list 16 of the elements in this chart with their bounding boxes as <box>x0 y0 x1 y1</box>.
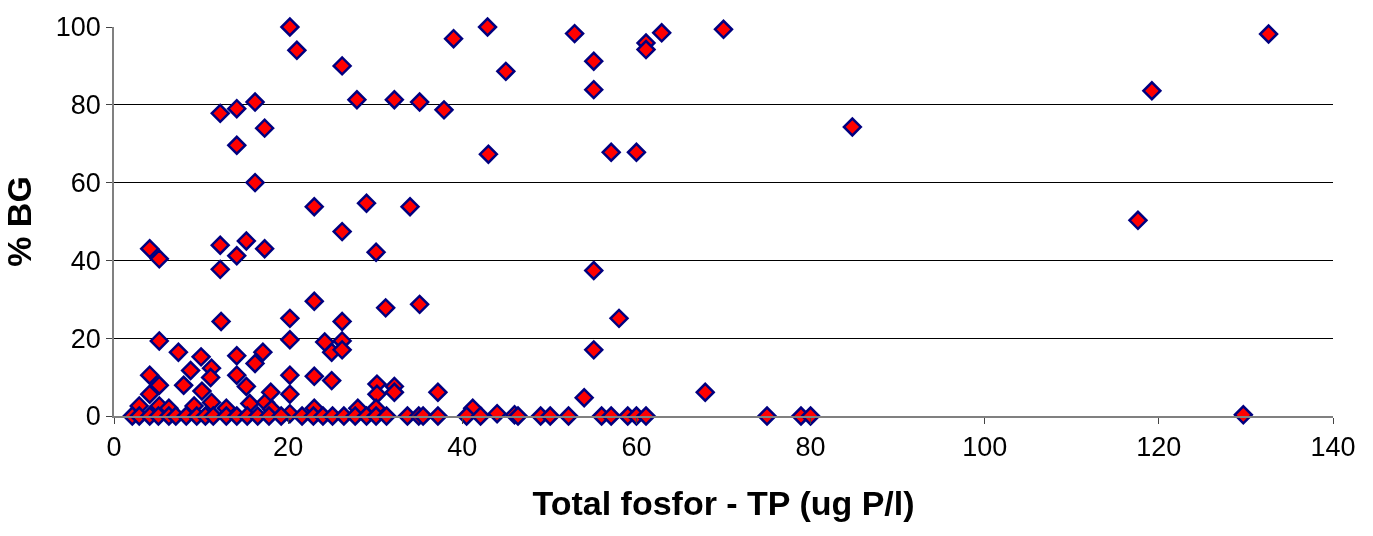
y-tick-label: 80 <box>70 90 101 121</box>
x-tick-label: 20 <box>273 432 304 463</box>
x-tick-label: 100 <box>962 432 1008 463</box>
x-axis-title: Total fosfor - TP (ug P/l) <box>532 483 915 522</box>
x-tick-label: 0 <box>106 432 122 463</box>
x-tick-label: 120 <box>1136 432 1182 463</box>
y-tick-label: 100 <box>55 12 101 43</box>
y-axis-title: % BG <box>0 176 38 267</box>
y-tick-label: 40 <box>70 245 101 276</box>
x-tick-label: 140 <box>1310 432 1356 463</box>
x-tick-label: 60 <box>621 432 652 463</box>
x-tick-label: 40 <box>447 432 478 463</box>
x-tick-label: 80 <box>795 432 826 463</box>
y-tick-label: 20 <box>70 323 101 354</box>
y-tick-label: 60 <box>70 168 101 199</box>
y-tick-label: 0 <box>85 401 101 432</box>
